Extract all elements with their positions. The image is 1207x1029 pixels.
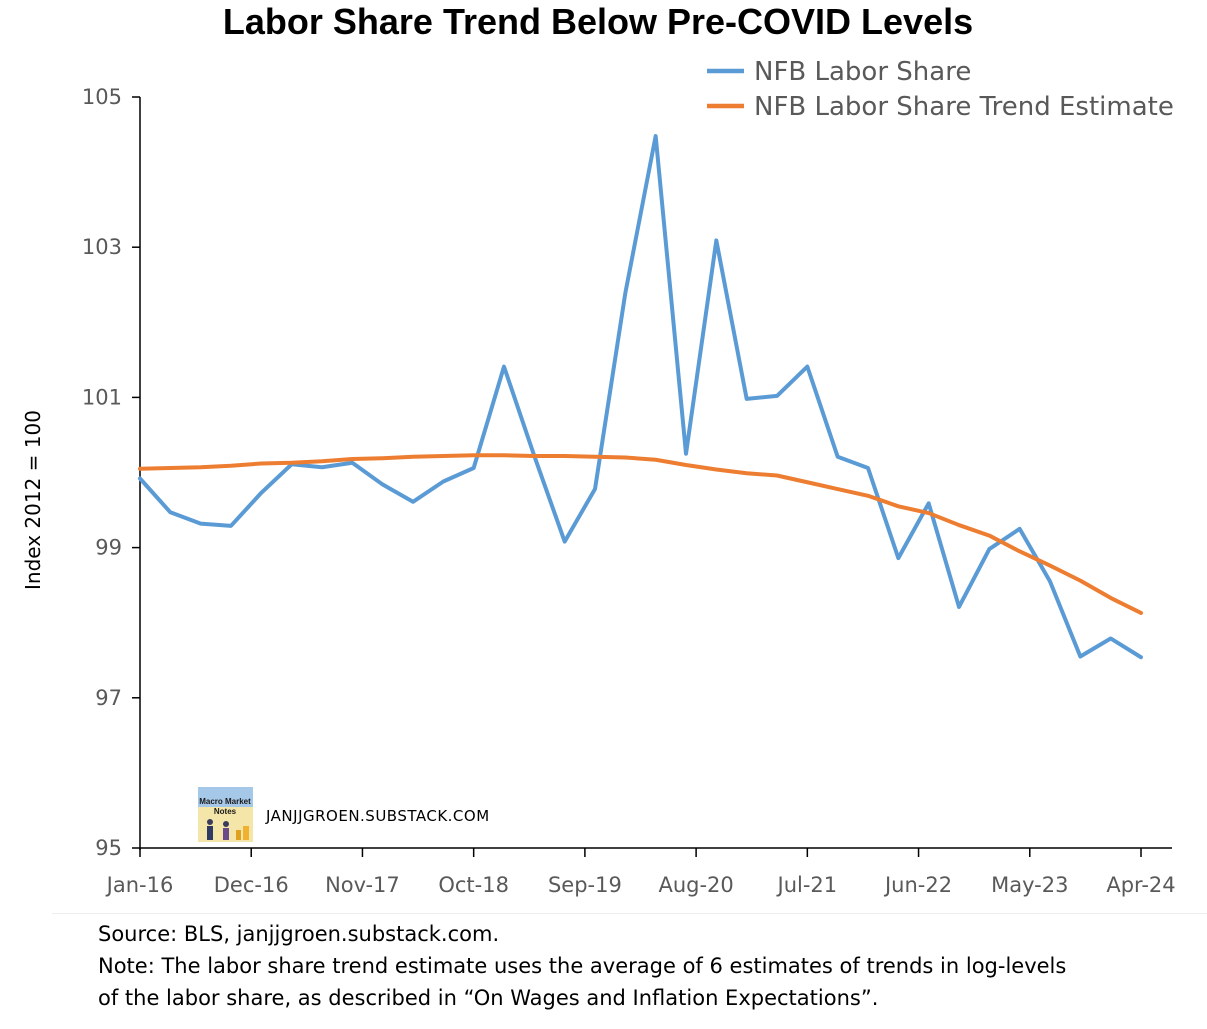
y-tick-label: 95	[95, 836, 122, 860]
x-tick-label: Aug-20	[658, 873, 733, 897]
y-axis-label: Index 2012 = 100	[21, 410, 45, 590]
x-tick-label: Dec-16	[214, 873, 289, 897]
x-tick-label: May-23	[991, 873, 1068, 897]
series-line-trend-estimate	[138, 453, 1143, 615]
x-tick-label: Sep-19	[548, 873, 622, 897]
y-tick-label: 103	[82, 235, 122, 259]
logo-title-line1: Macro Market	[199, 797, 251, 806]
legend: NFB Labor Share NFB Labor Share Trend Es…	[707, 57, 1174, 122]
x-tick-group: Jan-16 Dec-16 Nov-17 Oct-18 Sep-19 Aug-20 Jul-…	[105, 848, 1176, 897]
footer: Source: BLS, janjjgroen.substack.com. No…	[98, 918, 1178, 1014]
x-tick-label: Apr-24	[1106, 873, 1175, 897]
legend-label-labor-share: NFB Labor Share	[754, 57, 971, 87]
y-tick-label: 105	[82, 85, 122, 109]
x-tick-label: Jan-16	[105, 873, 174, 897]
footer-note-line2: of the labor share, as described in “On …	[98, 986, 879, 1010]
footer-divider	[52, 913, 1207, 914]
watermark-text: JANJJGROEN.SUBSTACK.COM	[265, 807, 490, 825]
footer-note-line1: Note: The labor share trend estimate use…	[98, 954, 1067, 978]
y-tick-label: 99	[95, 536, 122, 560]
series-line-labor-share	[138, 134, 1143, 660]
logo-title-line2: Notes	[214, 807, 237, 816]
x-tick-label: Jul-21	[776, 873, 838, 897]
footer-source: Source: BLS, janjjgroen.substack.com.	[98, 922, 500, 946]
legend-label-trend-estimate: NFB Labor Share Trend Estimate	[754, 92, 1174, 122]
chart-title: Labor Share Trend Below Pre-COVID Levels	[223, 1, 973, 42]
watermark-logo: Macro Market Notes	[198, 787, 253, 842]
y-tick-label: 97	[95, 686, 122, 710]
x-tick-label: Jun-22	[883, 873, 952, 897]
y-tick-label: 101	[82, 385, 122, 409]
series-group	[138, 134, 1143, 660]
x-tick-label: Oct-18	[438, 873, 509, 897]
x-tick-label: Nov-17	[325, 873, 400, 897]
y-tick-group: 95 97 99 101 103 105	[82, 85, 140, 860]
